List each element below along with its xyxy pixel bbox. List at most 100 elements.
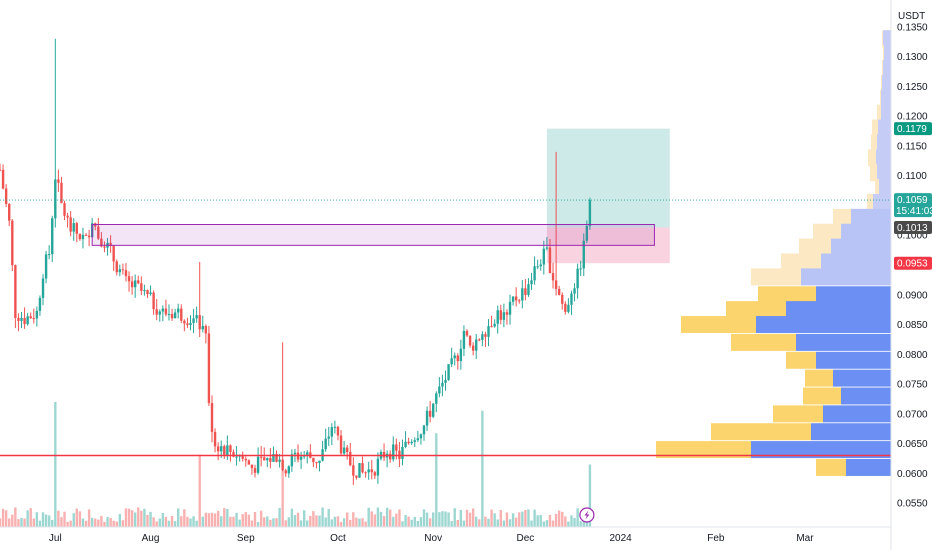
volume-bar [398,509,401,527]
candle-body [478,339,481,341]
candle-body [97,226,100,239]
candle-body [173,312,177,319]
vp-up-bar [867,193,873,211]
volume-bar [392,516,395,527]
candle-body [447,364,450,380]
candle-body [318,460,321,464]
candle-body [54,179,57,219]
volume-bar [373,514,377,527]
volume-bar [32,518,35,527]
volume-bar [198,454,201,527]
candle-body [401,446,404,459]
position-target-zone[interactable] [546,128,670,228]
candle-body [312,457,315,463]
volume-bar [349,519,352,527]
volume-bar [284,520,287,527]
vp-down-bar [846,458,891,476]
volume-bar [155,521,158,527]
volume-bar [121,520,125,527]
vp-up-bar [773,405,823,423]
candle-body [66,215,69,218]
zone-rectangle[interactable] [91,223,655,246]
candle-body [167,314,171,316]
volume-bar [306,520,309,527]
candle-body [585,226,589,241]
volume-bar [186,516,189,527]
volume-bar [554,513,558,527]
volume-profile [656,30,891,476]
y-tick-label: 0.1000 [897,231,928,242]
candle-body [441,382,444,387]
vp-down-bar [873,193,891,211]
candle-body [561,294,564,304]
x-tick-label: Oct [330,533,346,544]
candle-body [235,456,238,458]
vp-down-bar [833,369,891,387]
candle-body [244,458,247,461]
candle-body [177,308,180,313]
volume-bar [266,516,269,527]
candle-body [471,345,475,351]
candle-body [554,280,558,289]
candle-body [450,358,453,365]
vp-down-bar [796,333,891,351]
volume-bar [318,515,321,527]
volume-bar [567,521,570,527]
volume-bar [456,519,459,527]
candle-body [349,452,352,466]
volume-bar [195,520,198,527]
volume-bar [124,508,128,527]
vp-down-bar [877,164,891,182]
vp-down-bar [881,89,891,107]
volume-bar [146,514,149,527]
price-tag-label: 0.0953 [897,259,928,270]
drawings[interactable] [0,199,891,523]
volume-bar [370,511,373,527]
volume-bar [8,518,11,527]
volume-bar [137,507,140,527]
volume-bar [290,508,294,527]
volume-bar [530,520,533,527]
vp-up-bar [882,59,883,77]
candle-body [432,403,435,417]
candle-body [146,290,149,295]
candle-body [112,245,115,262]
vp-down-bar [878,119,891,137]
candle-body [462,330,466,349]
volume-bar [170,515,174,527]
candle-body [579,268,582,270]
vp-down-bar [884,45,891,63]
candle-body [204,326,208,334]
volume-bar [432,512,435,527]
vp-up-bar [726,301,786,319]
candle-body [41,278,45,298]
candle-body [35,310,39,319]
volume-bar [47,515,51,527]
volume-bar [407,516,410,527]
y-tick-label: 0.1300 [897,52,928,63]
volume-bar [511,513,515,527]
candle-body [299,456,303,460]
volume-bar [60,517,63,527]
candle-body [269,458,272,462]
candle-body [521,288,524,301]
candle-body [220,446,223,452]
volume-bar [545,520,549,527]
volume-bar [321,507,324,527]
y-tick-label: 0.0750 [897,380,928,391]
volume-bar [4,510,8,527]
volume-bar [158,518,161,527]
candle-body [376,458,380,476]
volume-bar [247,514,251,527]
volume-bar [514,517,518,527]
candle-body [137,280,140,284]
volume-bar [447,512,450,527]
candle-body [152,292,155,310]
volume-bar [296,512,300,527]
vp-down-bar [756,316,891,334]
candle-body [422,425,426,435]
volume-bar [502,520,506,527]
candle-body [468,335,472,346]
candle-body [161,308,165,312]
